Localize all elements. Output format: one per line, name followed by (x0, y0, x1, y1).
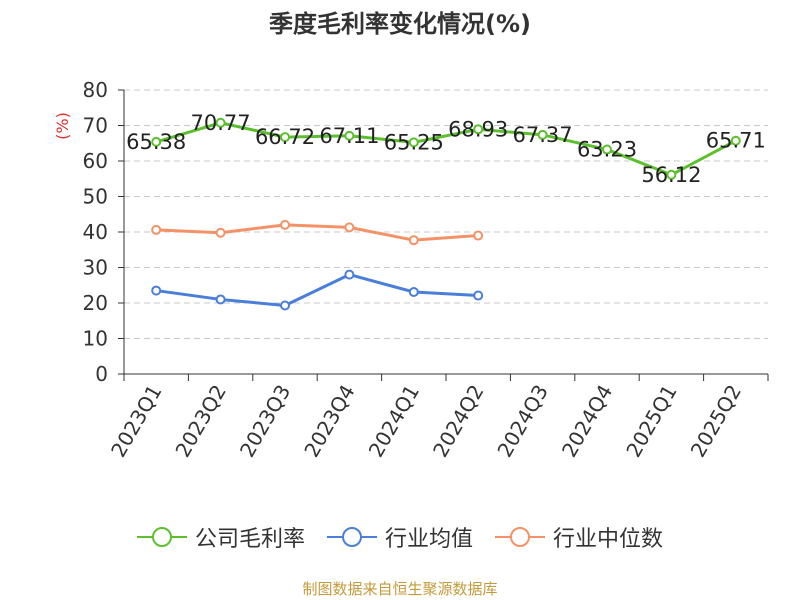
data-point (666, 169, 677, 180)
legend-label: 行业均值 (384, 527, 473, 552)
legend-item: 行业中位数 (495, 521, 663, 553)
data-label: 67.37 (513, 123, 573, 147)
series-line (155, 121, 737, 177)
legend-symbol (326, 527, 377, 547)
data-point (151, 136, 162, 147)
y-tick-label: 80 (83, 78, 108, 102)
legend: 公司毛利率 行业均值 行业中位数 (0, 520, 800, 554)
legend-label: 公司毛利率 (194, 527, 305, 552)
x-tick-label: 2023Q1 (106, 381, 166, 462)
data-label: 65.38 (126, 130, 186, 154)
data-label: 56.12 (641, 163, 701, 187)
data-label: 70.77 (191, 111, 251, 135)
data-point (408, 286, 419, 297)
legend-label: 行业中位数 (553, 527, 664, 552)
y-tick-label: 0 (95, 362, 108, 386)
data-point (151, 224, 162, 235)
y-axis-label: (%) (53, 112, 72, 140)
data-point (151, 285, 162, 296)
data-point (344, 222, 355, 233)
chart-title: 季度毛利率变化情况(%) (269, 10, 531, 38)
x-tick-label: 2025Q1 (621, 381, 681, 462)
legend-symbol (136, 527, 187, 547)
x-tick-label: 2023Q3 (235, 381, 295, 462)
legend-item: 行业均值 (326, 521, 473, 553)
x-tick-label: 2025Q2 (686, 381, 746, 462)
x-tick-label: 2024Q2 (428, 381, 488, 462)
data-point (730, 135, 741, 146)
y-tick-label: 40 (83, 220, 108, 244)
data-point (473, 124, 484, 135)
data-point (602, 144, 612, 155)
data-point (408, 137, 419, 148)
data-label: 63.23 (577, 138, 637, 162)
x-tick-label: 2024Q3 (492, 381, 552, 462)
data-point (280, 132, 290, 143)
data-point (215, 294, 226, 305)
data-label: 65.71 (706, 129, 766, 153)
series-line (156, 223, 479, 242)
data-label: 68.93 (448, 117, 508, 141)
data-point (344, 269, 355, 280)
x-tick-label: 2024Q1 (364, 381, 424, 462)
legend-symbol (495, 527, 545, 547)
y-tick-label: 60 (83, 149, 108, 173)
data-point (215, 227, 226, 238)
data-point (280, 219, 290, 230)
x-tick-label: 2023Q2 (170, 381, 230, 462)
y-tick-label: 50 (83, 185, 108, 209)
data-point (473, 290, 484, 301)
data-point (344, 130, 355, 141)
source-note: 制图数据来自恒生聚源数据库 (302, 580, 498, 598)
x-tick-label: 2023Q4 (299, 381, 359, 462)
data-label: 66.72 (255, 125, 315, 149)
data-point (408, 235, 419, 246)
y-tick-label: 10 (83, 327, 108, 351)
data-point (215, 117, 226, 128)
series-line (155, 273, 479, 307)
data-label: 67.11 (319, 124, 379, 148)
data-point (537, 129, 548, 140)
y-tick-label: 20 (83, 291, 108, 315)
y-tick-label: 30 (83, 256, 108, 280)
legend-item: 公司毛利率 (136, 521, 305, 553)
data-point (473, 230, 484, 241)
x-tick-label: 2024Q4 (557, 381, 617, 462)
data-label: 65.25 (384, 130, 444, 154)
y-tick-label: 70 (83, 114, 108, 138)
data-point (280, 300, 290, 311)
